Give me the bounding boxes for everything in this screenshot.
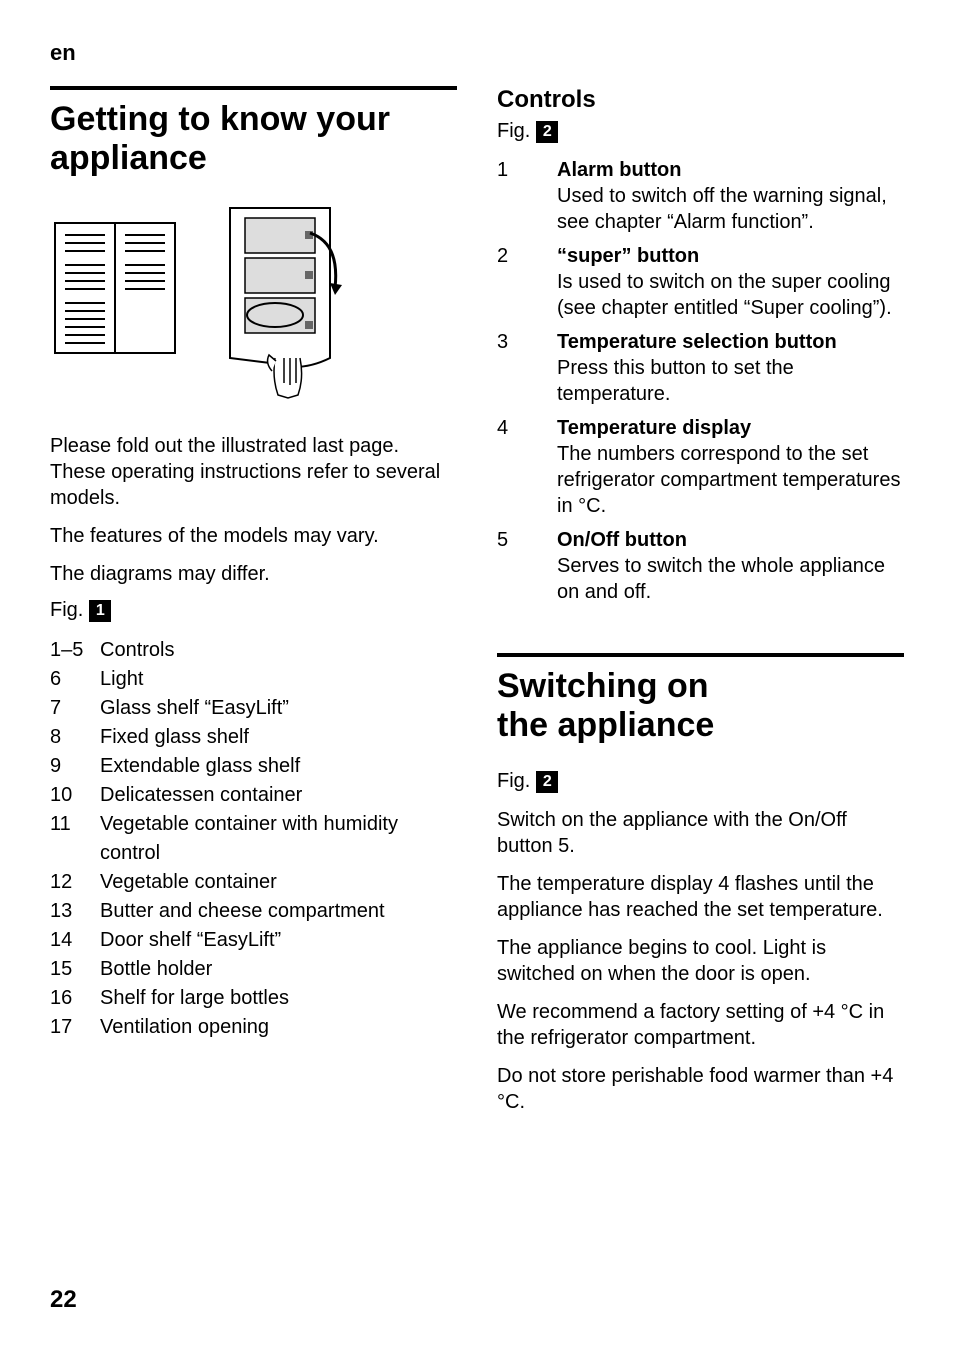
list-item: 14Door shelf “EasyLift” bbox=[50, 926, 457, 955]
control-title: On/Off button bbox=[557, 527, 904, 553]
item-number: 16 bbox=[50, 984, 100, 1013]
controls-heading: Controls bbox=[497, 86, 904, 114]
list-item: 13Butter and cheese compartment bbox=[50, 897, 457, 926]
item-number: 17 bbox=[50, 1013, 100, 1042]
control-number: 5 bbox=[497, 527, 557, 605]
list-item: 12Vegetable container bbox=[50, 868, 457, 897]
list-item: 11Vegetable container with humidity cont… bbox=[50, 810, 457, 868]
switch-paragraph: The temperature display 4 flashes until … bbox=[497, 871, 904, 923]
item-number: 10 bbox=[50, 781, 100, 810]
control-body: Temperature display The numbers correspo… bbox=[557, 415, 904, 519]
control-item: 5 On/Off button Serves to switch the who… bbox=[497, 527, 904, 605]
item-label: Delicatessen container bbox=[100, 781, 457, 810]
control-number: 3 bbox=[497, 329, 557, 407]
list-item: 7Glass shelf “EasyLift” bbox=[50, 694, 457, 723]
control-number: 4 bbox=[497, 415, 557, 519]
item-number: 6 bbox=[50, 665, 100, 694]
item-number: 8 bbox=[50, 723, 100, 752]
item-label: Controls bbox=[100, 636, 457, 665]
item-number: 12 bbox=[50, 868, 100, 897]
item-label: Butter and cheese compartment bbox=[100, 897, 457, 926]
list-item: 6Light bbox=[50, 665, 457, 694]
control-description: The numbers correspond to the set refrig… bbox=[557, 441, 904, 519]
control-title: Temperature display bbox=[557, 415, 904, 441]
control-body: “super” button Is used to switch on the … bbox=[557, 243, 904, 321]
section-rule bbox=[50, 86, 457, 90]
fig-label: Fig. bbox=[497, 120, 530, 143]
left-column: Getting to know your appliance bbox=[50, 86, 457, 1127]
controls-list: 1 Alarm button Used to switch off the wa… bbox=[497, 157, 904, 605]
getting-to-know-heading: Getting to know your appliance bbox=[50, 100, 457, 178]
control-item: 2 “super” button Is used to switch on th… bbox=[497, 243, 904, 321]
item-label: Door shelf “EasyLift” bbox=[100, 926, 457, 955]
control-title: “super” button bbox=[557, 243, 904, 269]
item-number: 1–5 bbox=[50, 636, 100, 665]
item-number: 9 bbox=[50, 752, 100, 781]
list-item: 17Ventilation opening bbox=[50, 1013, 457, 1042]
intro-paragraph-1: Please fold out the illustrated last pag… bbox=[50, 433, 457, 511]
item-number: 14 bbox=[50, 926, 100, 955]
item-number: 15 bbox=[50, 955, 100, 984]
switching-on-heading: Switching on the appliance bbox=[497, 667, 904, 745]
component-list: 1–5Controls 6Light 7Glass shelf “EasyLif… bbox=[50, 636, 457, 1042]
item-number: 11 bbox=[50, 810, 100, 868]
manual-illustration bbox=[50, 203, 457, 408]
item-label: Extendable glass shelf bbox=[100, 752, 457, 781]
section-rule bbox=[497, 653, 904, 657]
right-column: Controls Fig. 2 1 Alarm button Used to s… bbox=[497, 86, 904, 1127]
list-item: 8Fixed glass shelf bbox=[50, 723, 457, 752]
item-number: 7 bbox=[50, 694, 100, 723]
item-label: Glass shelf “EasyLift” bbox=[100, 694, 457, 723]
two-column-layout: Getting to know your appliance bbox=[50, 86, 904, 1127]
language-label: en bbox=[50, 40, 904, 66]
control-description: Used to switch off the warning signal, s… bbox=[557, 183, 904, 235]
foldout-diagram-icon bbox=[50, 203, 350, 403]
item-label: Shelf for large bottles bbox=[100, 984, 457, 1013]
control-title: Alarm button bbox=[557, 157, 904, 183]
control-number: 1 bbox=[497, 157, 557, 235]
control-body: Temperature selection button Press this … bbox=[557, 329, 904, 407]
intro-paragraph-2: The features of the models may vary. bbox=[50, 523, 457, 549]
switch-paragraph: Do not store perishable food warmer than… bbox=[497, 1063, 904, 1115]
item-label: Light bbox=[100, 665, 457, 694]
figure-reference-2: Fig. 2 bbox=[497, 120, 904, 143]
fig-number-box: 1 bbox=[89, 600, 111, 622]
switch-paragraph: Switch on the appliance with the On/Off … bbox=[497, 807, 904, 859]
control-item: 1 Alarm button Used to switch off the wa… bbox=[497, 157, 904, 235]
item-label: Ventilation opening bbox=[100, 1013, 457, 1042]
control-item: 3 Temperature selection button Press thi… bbox=[497, 329, 904, 407]
control-description: Serves to switch the whole appliance on … bbox=[557, 553, 904, 605]
control-description: Is used to switch on the super cooling (… bbox=[557, 269, 904, 321]
control-item: 4 Temperature display The numbers corres… bbox=[497, 415, 904, 519]
control-body: On/Off button Serves to switch the whole… bbox=[557, 527, 904, 605]
item-number: 13 bbox=[50, 897, 100, 926]
control-number: 2 bbox=[497, 243, 557, 321]
list-item: 16Shelf for large bottles bbox=[50, 984, 457, 1013]
switch-paragraph: The appliance begins to cool. Light is s… bbox=[497, 935, 904, 987]
control-body: Alarm button Used to switch off the warn… bbox=[557, 157, 904, 235]
fig-number-box: 2 bbox=[536, 121, 558, 143]
list-item: 1–5Controls bbox=[50, 636, 457, 665]
list-item: 10Delicatessen container bbox=[50, 781, 457, 810]
control-title: Temperature selection button bbox=[557, 329, 904, 355]
item-label: Bottle holder bbox=[100, 955, 457, 984]
switch-paragraph: We recommend a factory setting of +4 °C … bbox=[497, 999, 904, 1051]
list-item: 15Bottle holder bbox=[50, 955, 457, 984]
fig-label: Fig. bbox=[50, 599, 83, 622]
item-label: Vegetable container bbox=[100, 868, 457, 897]
page-number: 22 bbox=[50, 1286, 77, 1314]
intro-paragraph-3: The diagrams may differ. bbox=[50, 561, 457, 587]
fig-number-box: 2 bbox=[536, 771, 558, 793]
figure-reference-1: Fig. 1 bbox=[50, 599, 457, 622]
item-label: Fixed glass shelf bbox=[100, 723, 457, 752]
item-label: Vegetable container with humidity contro… bbox=[100, 810, 457, 868]
control-description: Press this button to set the temperature… bbox=[557, 355, 904, 407]
figure-reference-3: Fig. 2 bbox=[497, 770, 904, 793]
fig-label: Fig. bbox=[497, 770, 530, 793]
list-item: 9Extendable glass shelf bbox=[50, 752, 457, 781]
